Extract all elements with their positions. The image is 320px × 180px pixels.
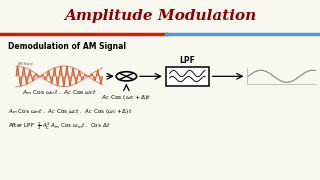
Text: AM Siqnal: AM Siqnal [18, 62, 32, 66]
Text: LPF: LPF [180, 56, 195, 65]
Text: $A_m\ \mathrm{Cos}\ \omega_m t\ .\ A_C\ \mathrm{Cos}\ \omega_C t$: $A_m\ \mathrm{Cos}\ \omega_m t\ .\ A_C\ … [21, 89, 97, 97]
Text: $A_C\ \mathrm{Cos}\ (\omega_C+\Delta)t$: $A_C\ \mathrm{Cos}\ (\omega_C+\Delta)t$ [101, 93, 151, 102]
Text: Amplitude Modulation: Amplitude Modulation [64, 9, 256, 23]
Text: Demodulation of AM Signal: Demodulation of AM Signal [8, 42, 126, 51]
Text: $A_m\ \mathrm{Cos}\ \omega_m t\ .\ A_C\ \mathrm{Cos}\ \omega_C t\ .\ A_C\ \mathr: $A_m\ \mathrm{Cos}\ \omega_m t\ .\ A_C\ … [8, 107, 132, 116]
Bar [166, 67, 209, 86]
Text: $\mathrm{After\ LPF}\ \ \frac{1}{2}\ A_C^2\ A_m\ \mathrm{Cos}\ \omega_m t\ .\ \m: $\mathrm{After\ LPF}\ \ \frac{1}{2}\ A_C… [8, 120, 110, 132]
